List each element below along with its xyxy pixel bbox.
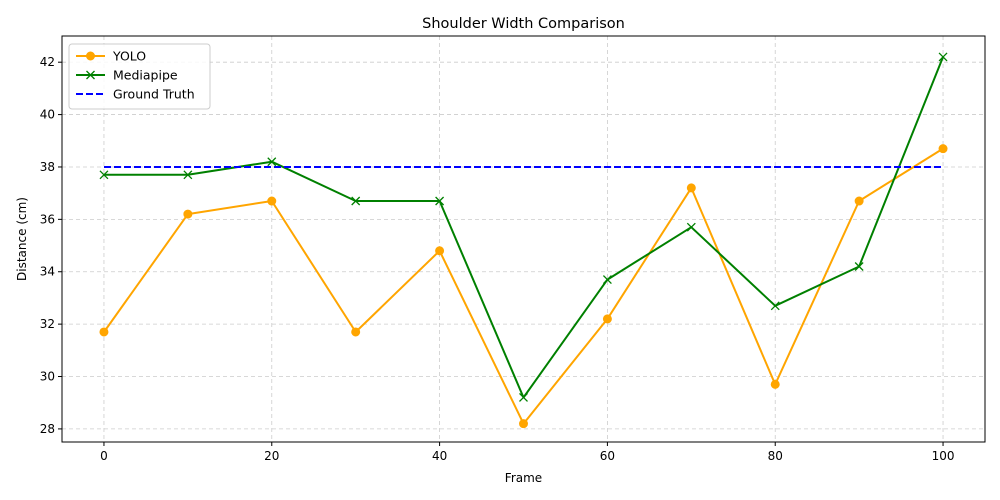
series-yolo <box>99 144 948 429</box>
y-axis-label: Distance (cm) <box>15 197 29 281</box>
legend-box <box>68 43 211 110</box>
marker-stroke <box>770 301 780 311</box>
marker-stroke <box>351 196 361 206</box>
data-point-mediapipe <box>183 170 193 180</box>
series-mediapipe <box>99 52 948 402</box>
y-tick-label: 38 <box>40 160 55 174</box>
data-point-mediapipe <box>435 196 445 206</box>
data-point-mediapipe <box>770 301 780 311</box>
x-tick-label: 40 <box>432 449 447 463</box>
marker-stroke <box>99 170 109 180</box>
legend-item-mediapipe: Mediapipe <box>76 68 178 83</box>
data-point-yolo <box>351 327 361 337</box>
legend-label-mediapipe: Mediapipe <box>113 68 178 83</box>
data-point-mediapipe <box>351 196 361 206</box>
series-layer <box>99 52 948 429</box>
marker-stroke <box>602 275 612 285</box>
marker-stroke <box>267 157 277 167</box>
x-tick-label: 20 <box>264 449 279 463</box>
data-point-mediapipe <box>602 275 612 285</box>
grid <box>62 36 985 442</box>
y-tick-label: 34 <box>40 265 55 279</box>
marker-stroke <box>183 170 193 180</box>
x-tick-label: 0 <box>100 449 108 463</box>
chart-title: Shoulder Width Comparison <box>422 16 625 32</box>
marker-stroke <box>686 222 696 232</box>
data-point-yolo <box>519 419 528 429</box>
y-tick-label: 30 <box>40 370 55 384</box>
y-tick-label: 36 <box>40 212 55 226</box>
legend-item-ground-truth: Ground Truth <box>76 87 195 102</box>
legend-label-ground-truth: Ground Truth <box>113 87 195 102</box>
data-point-yolo <box>602 314 612 324</box>
legend-item-yolo: YOLO <box>76 49 146 64</box>
x-tick-label: 60 <box>600 449 615 463</box>
data-point-yolo <box>770 379 780 389</box>
ticks: 0 20 40 60 80 100 28 30 32 34 36 38 40 42 <box>40 55 955 463</box>
data-point-yolo <box>938 144 948 154</box>
plot-frame <box>61 35 986 443</box>
y-tick-label: 28 <box>40 422 55 436</box>
legend-label-yolo: YOLO <box>112 49 146 64</box>
marker-stroke <box>519 393 528 402</box>
data-point-mediapipe <box>99 170 109 180</box>
data-point-mediapipe <box>519 393 528 402</box>
marker-stroke <box>854 262 864 271</box>
data-point-yolo <box>183 209 193 219</box>
legend-marker-mediapipe <box>86 70 95 80</box>
x-tick-label: 100 <box>932 449 955 463</box>
marker-stroke <box>86 70 95 80</box>
x-axis-label: Frame <box>505 471 542 485</box>
data-point-yolo <box>854 196 864 206</box>
data-point-mediapipe <box>938 52 948 62</box>
y-tick-label: 40 <box>40 108 55 122</box>
legend: YOLO Mediapipe Ground Truth <box>68 43 211 110</box>
data-point-mediapipe <box>686 222 696 232</box>
series-line-mediapipe <box>104 56 944 399</box>
marker-stroke <box>938 52 948 62</box>
y-tick-label: 42 <box>40 55 55 69</box>
data-point-yolo <box>435 246 445 256</box>
y-tick-label: 32 <box>40 317 55 331</box>
data-point-yolo <box>686 183 696 193</box>
legend-marker-yolo <box>86 51 95 61</box>
data-point-yolo <box>267 196 277 206</box>
marker-stroke <box>435 196 445 206</box>
data-point-mediapipe <box>854 262 864 271</box>
x-tick-label: 80 <box>768 449 783 463</box>
data-point-mediapipe <box>267 157 277 167</box>
data-point-yolo <box>99 327 109 337</box>
